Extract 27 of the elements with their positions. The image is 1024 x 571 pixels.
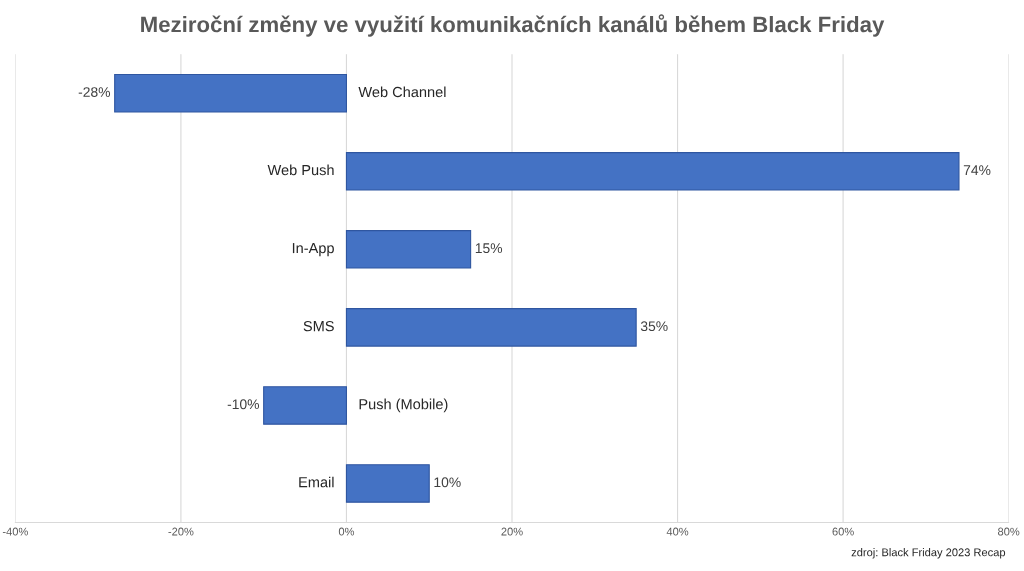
x-tick-label: 80% (998, 527, 1020, 536)
data-label: 15% (475, 243, 503, 254)
chart-title: Meziroční změny ve využití komunikačních kanálů během Black Friday (141, 14, 885, 37)
data-label: 35% (640, 321, 668, 332)
data-label: -10% (227, 399, 260, 410)
data-label: 74% (963, 165, 991, 175)
x-tick-label: 60% (832, 527, 854, 536)
y-tick-label: Push (Mobile) (359, 398, 448, 413)
bar (345, 464, 430, 503)
bar (263, 386, 348, 425)
text: zdroj: Black Friday 2023 Recap (851, 548, 1006, 559)
data-label: -28% (78, 87, 111, 97)
x-tick-label: -40% (2, 527, 28, 536)
bar (345, 230, 472, 269)
y-tick-label: SMS (303, 320, 334, 332)
y-tick-label: In-App (292, 243, 334, 257)
y-tick-label: Email (299, 476, 334, 488)
data-label: 10% (434, 477, 461, 488)
bar (345, 308, 637, 347)
bar (114, 73, 348, 113)
y-tick-label: Web Push (267, 164, 334, 176)
x-tick-label: 40% (666, 527, 689, 536)
bar (345, 152, 960, 191)
x-tick-label: 20% (501, 527, 523, 536)
x-tick-label: 0% (338, 527, 355, 536)
y-tick-label: Web Channel (358, 86, 446, 98)
x-tick-label: -20% (168, 527, 194, 536)
